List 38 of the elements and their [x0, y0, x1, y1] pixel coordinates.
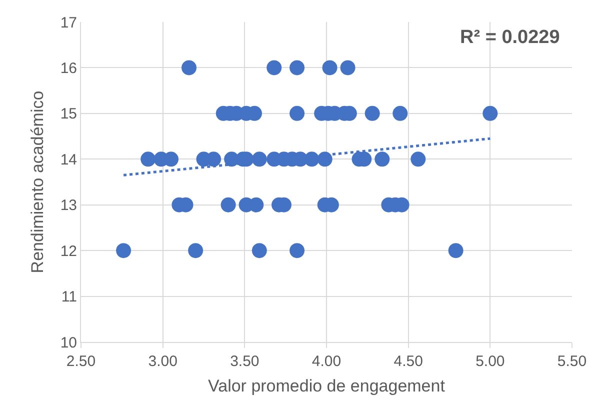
point	[322, 60, 338, 76]
y-tick-label: 14	[60, 151, 77, 168]
point	[290, 106, 305, 121]
x-tick-label: 3.50	[230, 353, 260, 370]
y-tick-label: 10	[60, 334, 77, 352]
point	[410, 152, 426, 167]
x-tick-label: 5.50	[557, 353, 587, 370]
point	[252, 152, 267, 167]
x-tick-label: 3.00	[148, 353, 178, 370]
y-tick-label: 15	[60, 106, 77, 123]
point	[392, 106, 408, 121]
point	[188, 243, 204, 258]
x-axis-title: Valor promedio de engagement	[208, 376, 446, 396]
point	[374, 152, 390, 167]
point	[340, 60, 356, 76]
x-tick-label: 4.00	[312, 353, 342, 370]
y-tick-label: 13	[60, 197, 77, 214]
y-axis-title: Rendimiento académico	[28, 90, 47, 274]
point	[266, 60, 282, 76]
x-tick-label: 4.50	[394, 353, 423, 370]
point	[482, 106, 498, 121]
point	[448, 243, 464, 258]
point	[116, 243, 132, 258]
x-tick-label: 5.00	[476, 353, 505, 370]
y-tick-label: 16	[60, 60, 77, 77]
y-tick-label: 12	[60, 242, 77, 260]
point	[290, 243, 305, 258]
point	[317, 152, 332, 167]
point	[364, 106, 380, 121]
x-tick-label: 2.50	[66, 353, 96, 370]
point	[182, 60, 197, 76]
y-tick-label: 11	[61, 288, 77, 306]
y-tick-label: 17	[60, 14, 77, 32]
point	[140, 152, 156, 167]
point	[220, 197, 236, 212]
point	[290, 60, 305, 76]
point	[252, 243, 267, 258]
annotation: R² = 0.0229	[460, 27, 560, 48]
